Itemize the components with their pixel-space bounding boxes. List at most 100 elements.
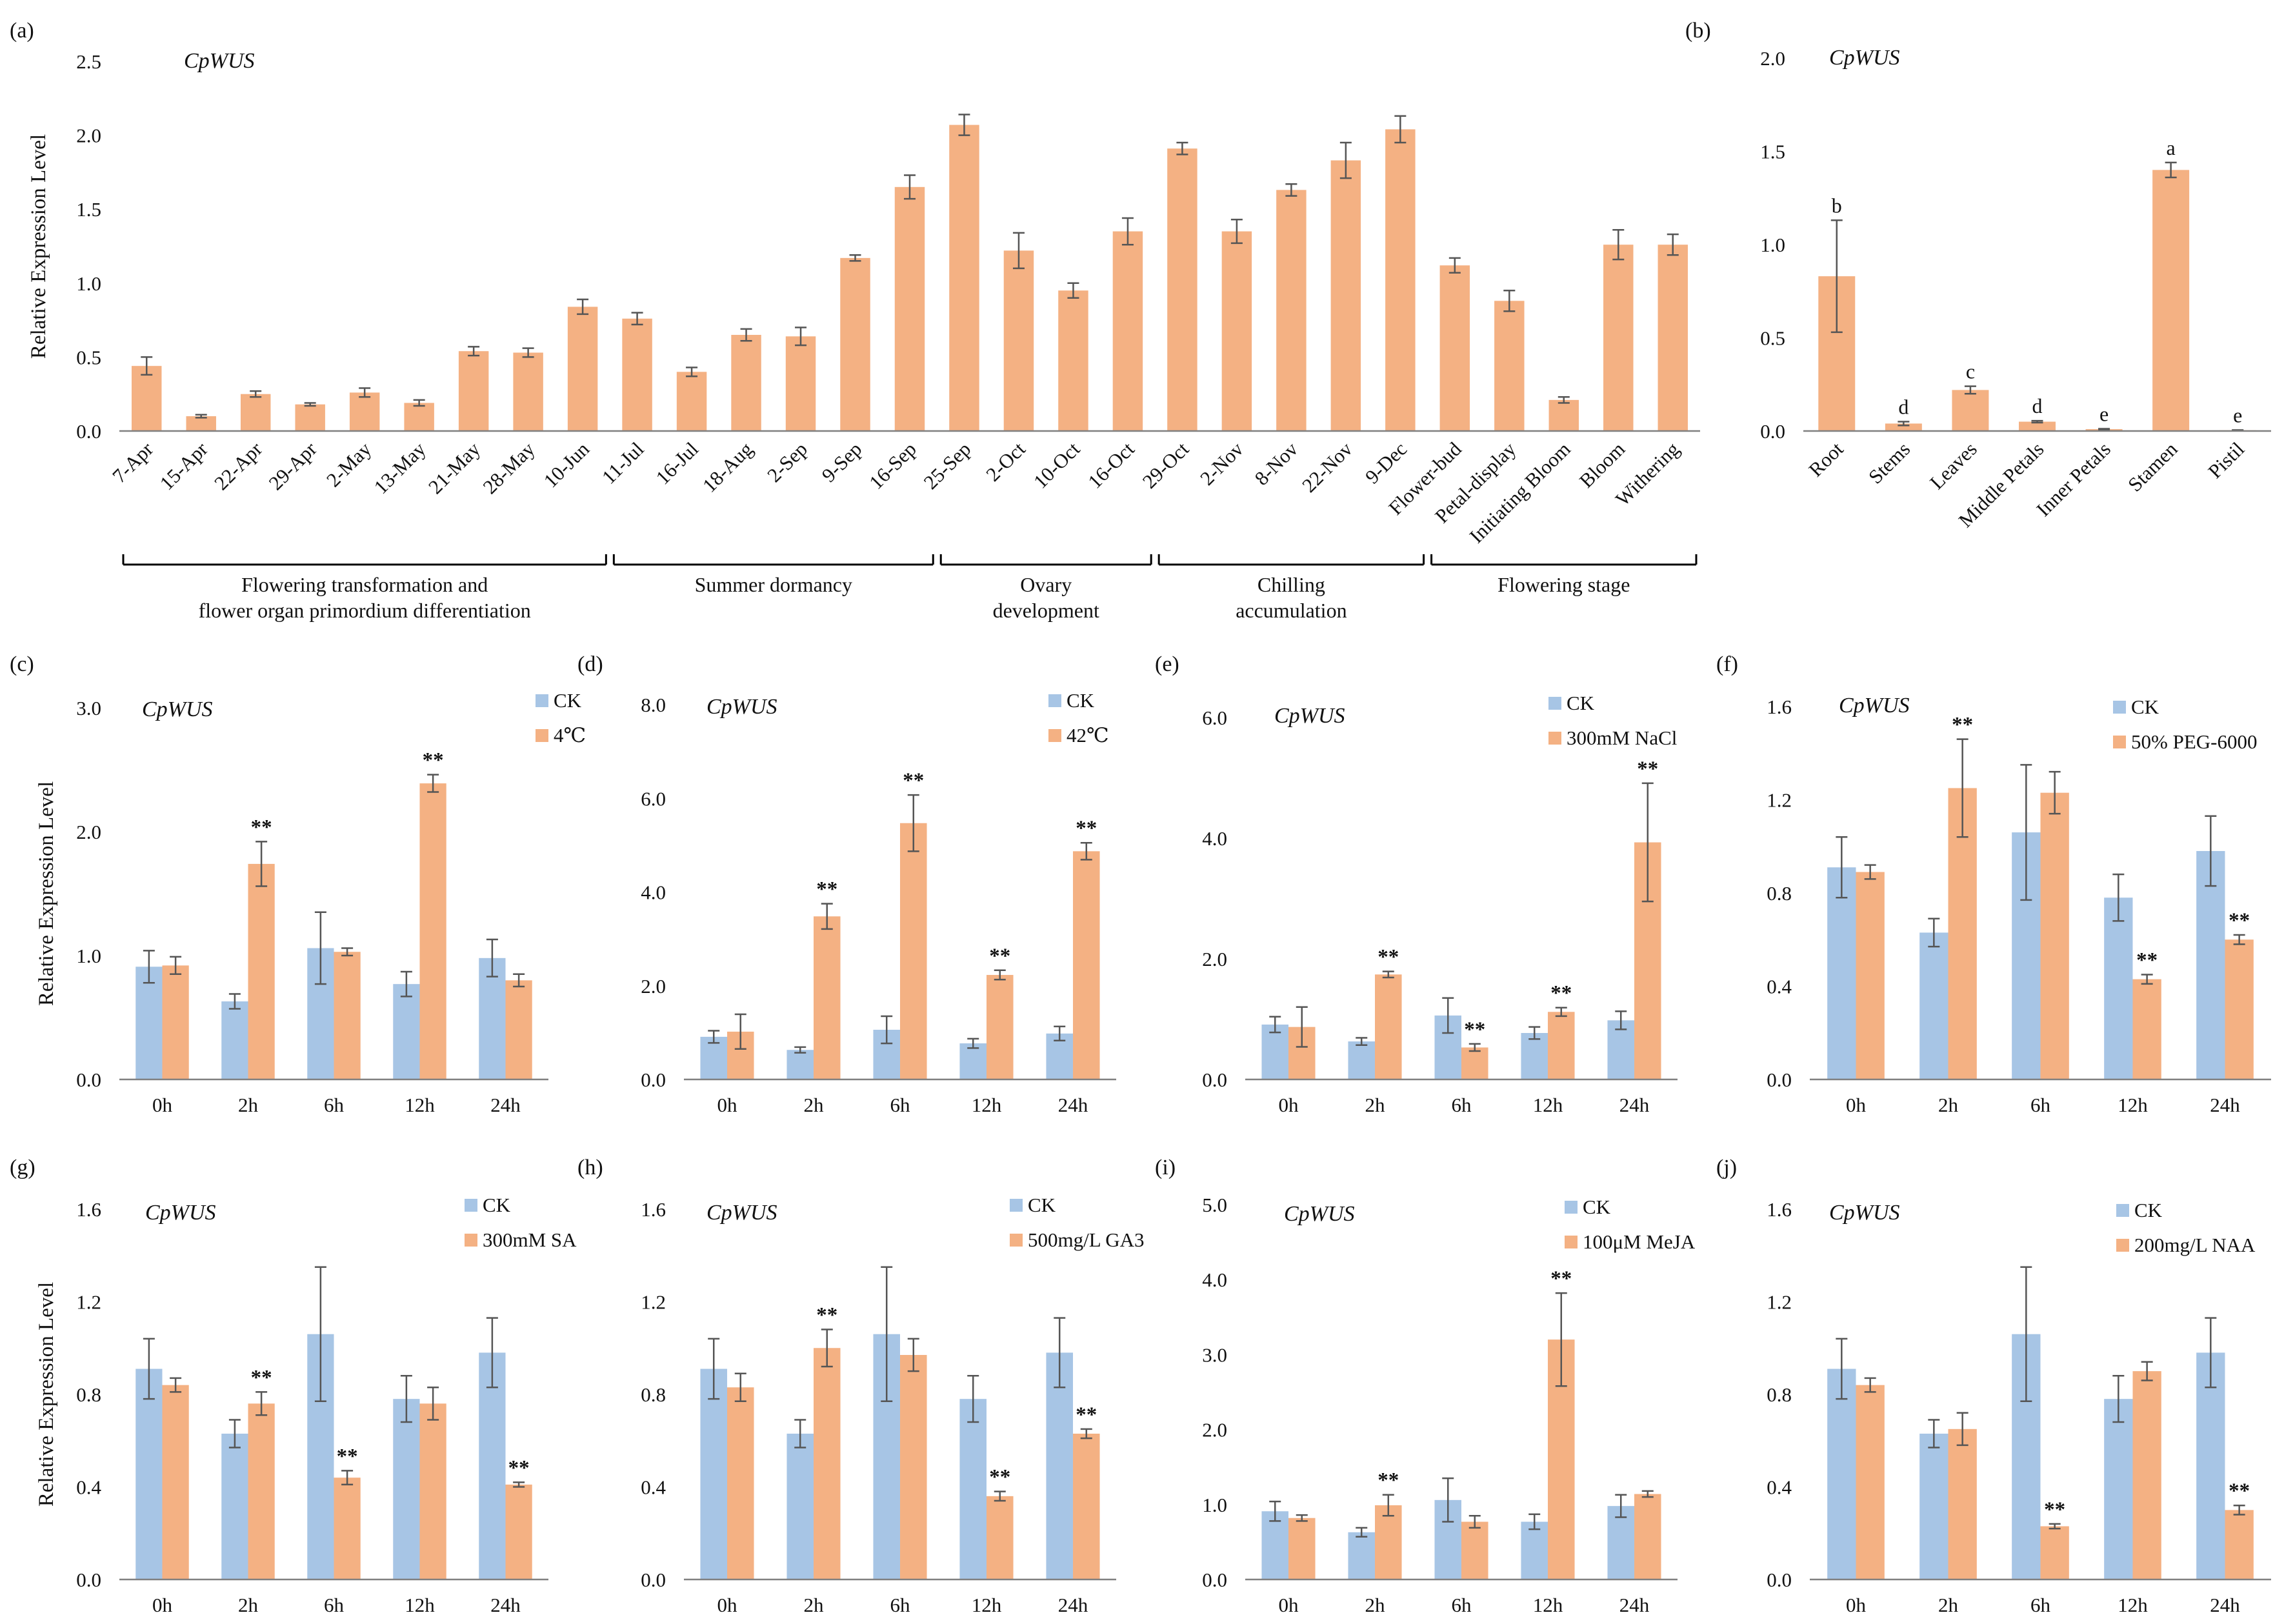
x-tick-label: 11-Jul (597, 437, 648, 488)
bar-treatment (987, 975, 1014, 1079)
y-tick-label: 4.0 (1202, 827, 1227, 850)
bar-treatment (727, 1387, 754, 1579)
y-tick-label: 1.2 (1767, 1291, 1792, 1314)
x-tick-label: 29-Apr (265, 437, 322, 495)
bar-value (2019, 421, 2056, 431)
panel-label: (j) (1716, 1156, 1737, 1179)
x-tick-label: 28-May (478, 437, 539, 499)
y-tick-label: 1.6 (1767, 1198, 1792, 1221)
y-tick-label: 1.0 (76, 272, 101, 295)
bar-value (1439, 265, 1470, 431)
panel-label: (f) (1716, 652, 1738, 676)
significance-mark: ** (337, 1445, 358, 1468)
legend-swatch-ck (465, 1199, 477, 1212)
chart-title: CpWUS (1274, 704, 1345, 728)
panel-j: (j) CpWUS 0.0 0.4 0.8 1.2 1.6 0h 2h ** 6h 12h ** 24h C… (1716, 1156, 2271, 1616)
y-tick-label: 1.6 (76, 1198, 101, 1221)
significance-mark: ** (251, 816, 272, 839)
bar-value (295, 404, 325, 431)
legend-swatch-ck (2116, 1204, 2129, 1217)
y-tick-label: 0.8 (76, 1383, 101, 1406)
bar-ck (700, 1036, 727, 1079)
x-tick-label: 0h (717, 1594, 738, 1616)
panel-label: (h) (577, 1156, 603, 1179)
y-tick-label: 2.0 (76, 821, 101, 843)
significance-mark: ** (989, 1466, 1010, 1489)
significance-mark: ** (1076, 1403, 1097, 1427)
stage-label-line: flower organ primordium differentiation (199, 599, 531, 622)
legend-swatch-ck (1548, 697, 1561, 710)
legend-label: CK (554, 689, 582, 712)
significance-mark: ** (903, 769, 924, 792)
bar-ck (479, 957, 506, 1079)
bar-value (622, 318, 652, 431)
significance-mark: ** (1550, 982, 1572, 1005)
x-tick-label: 0h (152, 1094, 173, 1116)
bar-treatment (334, 952, 361, 1079)
stage-label: Ovary development (993, 573, 1099, 622)
panel-label: (g) (10, 1156, 35, 1179)
bar-treatment (248, 1403, 275, 1579)
y-tick-label: 1.6 (641, 1198, 666, 1221)
bar-treatment (1375, 1505, 1402, 1579)
significance-mark: ** (2044, 1498, 2065, 1521)
x-tick-label: 9-Sep (817, 437, 867, 486)
panel-g: (g) CpWUS 0.0 0.4 0.8 1.2 1.6 Relative Expressi… (10, 1156, 577, 1616)
x-tick-label: Pistil (2203, 437, 2249, 483)
stage-label: Chilling accumulation (1236, 573, 1347, 622)
bar-treatment (1375, 974, 1402, 1079)
x-tick-label: 8-Nov (1250, 437, 1303, 490)
y-tick-label: 0.4 (76, 1476, 101, 1499)
y-tick-label: 3.0 (76, 697, 101, 719)
x-tick-label: 24h (490, 1594, 521, 1616)
legend-swatch-treatment (2113, 736, 2126, 748)
x-tick-label: 12h (1533, 1594, 1563, 1616)
bar-treatment (505, 980, 532, 1079)
bar-value (1658, 245, 1688, 431)
bar-ck (2104, 897, 2133, 1079)
legend-swatch-ck (1048, 694, 1061, 707)
legend-label: 100μM MeJA (1583, 1230, 1696, 1253)
bar-treatment (2040, 792, 2069, 1079)
bar-value (1221, 231, 1252, 431)
chart-title: CpWUS (1839, 694, 1910, 717)
bar-value (1058, 290, 1088, 431)
chart-title: CpWUS (706, 695, 777, 719)
x-tick-label: 12h (1533, 1094, 1563, 1116)
bar-value (1548, 399, 1579, 431)
bar-value (1112, 231, 1143, 431)
significance-mark: ** (251, 1366, 272, 1389)
y-tick-label: 0.4 (1767, 1476, 1792, 1499)
group-letter: a (2167, 136, 2176, 159)
bar-ck (786, 1050, 814, 1079)
bar-treatment (814, 1348, 841, 1579)
y-tick-label: 8.0 (641, 694, 666, 716)
significance-mark: ** (989, 945, 1010, 968)
legend-label: CK (1567, 692, 1595, 714)
y-axis-label: Relative Expression Level (35, 781, 58, 1006)
group-letter: c (1966, 360, 1975, 383)
y-tick-label: 1.5 (76, 198, 101, 221)
bar-treatment (1856, 1385, 1885, 1579)
bar-ck (1261, 1511, 1288, 1579)
x-tick-label: 24h (2210, 1094, 2240, 1116)
stage-label-line: development (993, 599, 1099, 622)
legend-swatch-ck (2113, 701, 2126, 714)
significance-mark: ** (1076, 817, 1097, 840)
legend-label: CK (1067, 689, 1095, 712)
x-tick-label: 24h (1619, 1094, 1650, 1116)
bar-treatment (1073, 1433, 1100, 1579)
y-tick-label: 0.8 (1767, 1383, 1792, 1406)
x-tick-label: Stamen (2123, 437, 2182, 496)
x-tick-label: 18-Aug (698, 437, 757, 497)
x-tick-label: 12h (972, 1594, 1002, 1616)
y-tick-label: 0.0 (76, 1569, 101, 1591)
legend-label: 42℃ (1067, 724, 1109, 747)
bar-ck (1607, 1506, 1634, 1579)
panel-label: (d) (577, 652, 603, 676)
significance-mark: ** (2229, 909, 2250, 932)
chart-title: CpWUS (145, 1201, 216, 1225)
bar-value (1952, 390, 1989, 431)
x-tick-label: 9-Dec (1361, 437, 1411, 488)
